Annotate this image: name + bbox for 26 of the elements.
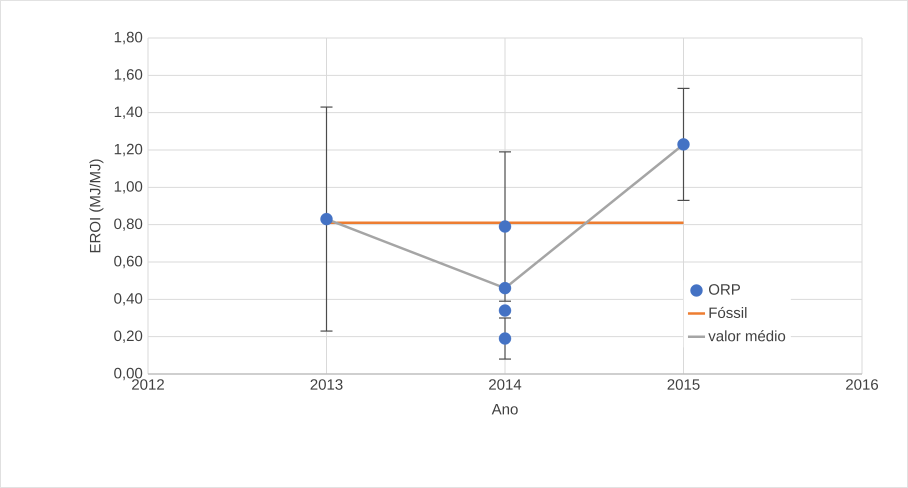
y-tick-label: 0,20: [114, 330, 142, 343]
x-tick-label: 2012: [132, 379, 164, 390]
y-axis-title: EROI (MJ/MJ): [89, 159, 104, 252]
legend-label: Fóssil: [710, 306, 746, 318]
y-tick-label: 0,60: [114, 256, 142, 268]
legend-label: valor médio: [708, 330, 786, 342]
y-tick-label: 0,40: [114, 293, 142, 306]
y-tick-label: 1,40: [114, 106, 142, 119]
x-tick-label: 2016: [846, 379, 878, 390]
point: [498, 282, 512, 294]
x-tick-label: 2014: [489, 379, 522, 390]
x-tick-label: 2015: [668, 379, 700, 390]
y-tick-label: 0,00: [114, 368, 142, 380]
legend-label: ORP: [708, 284, 740, 295]
point: [320, 212, 333, 226]
point: [677, 138, 690, 151]
point: [498, 220, 512, 233]
x-axis-title: Ano: [492, 404, 518, 414]
point: [498, 304, 512, 317]
y-tick-label: 1,80: [114, 32, 142, 44]
point: [498, 332, 512, 345]
y-tick-label: 0,80: [114, 218, 142, 231]
y-tick-label: 1,20: [114, 144, 142, 156]
y-tick-label: 1,60: [114, 69, 142, 82]
x-tick-label: 2013: [310, 379, 343, 390]
y-tick-label: 1,00: [114, 181, 142, 194]
